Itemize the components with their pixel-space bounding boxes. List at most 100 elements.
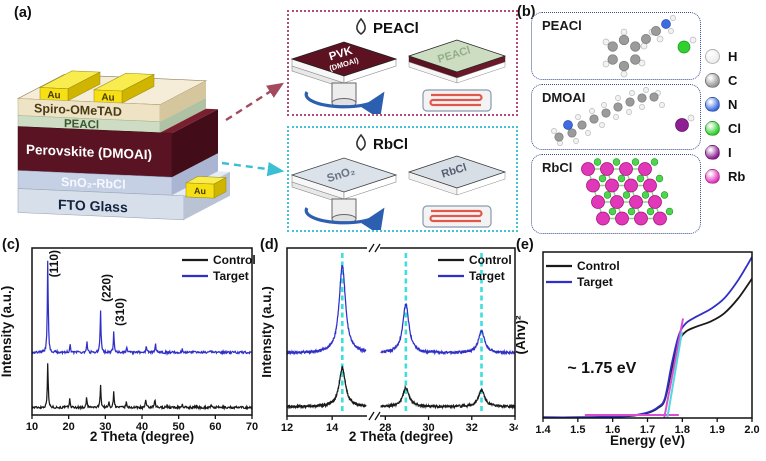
device-stack-diagram: Au Au Spiro-OMeTAD PEACl Perovskite (DMO… — [16, 70, 230, 221]
nitrogen-atom — [661, 19, 671, 29]
au-pad: Au — [185, 176, 227, 199]
h-sphere-icon — [705, 48, 720, 64]
bandgap-guide-line — [666, 331, 683, 419]
x-tick-label: 10 — [26, 421, 38, 433]
axis-break-mark — [374, 243, 381, 253]
chloride-atom — [677, 40, 691, 54]
spiro-side — [160, 80, 206, 122]
au-label-1: Au — [47, 90, 60, 102]
coated-stack: PEACl — [407, 39, 507, 84]
legend-row-c: C — [705, 68, 765, 92]
drop-label: RbCl — [373, 136, 408, 153]
au-electrode-bar: Au — [93, 72, 155, 104]
layer-label-spiro: Spiro-OMeTAD — [34, 101, 122, 119]
x-tick-label: 1.8 — [675, 424, 690, 436]
y-axis-label: Intensity (a.u.) — [262, 286, 274, 378]
series-control — [31, 363, 253, 411]
axis-break-mark — [374, 411, 381, 421]
peak-label: (220) — [100, 274, 114, 302]
legend-row-cl: Cl — [705, 116, 765, 140]
axis-break-mark — [368, 411, 375, 421]
spin-coater: SnO₂ — [290, 157, 398, 236]
peak-label: (110) — [47, 250, 61, 277]
x-tick-label: 14 — [326, 422, 339, 434]
dmoai-molecule-box: DMOAI — [531, 84, 701, 150]
au-label-2: Au — [101, 92, 114, 104]
axis-break-mark — [368, 243, 375, 253]
x-tick-label: 50 — [173, 421, 185, 433]
chart-svg-c: 10 20 30 40 50 60 70 Control Target 2 Theta (degr… — [0, 247, 258, 444]
legend-label: Control — [577, 259, 620, 273]
panel-d-label: (d) — [260, 237, 279, 253]
iodide-atom — [675, 118, 689, 132]
spin-arrow-icon — [304, 91, 385, 120]
xrd-zoom-chart: 121428303234ControlTarget2 Theta (degree… — [259, 236, 522, 461]
chart-svg-e: 1.4 1.5 1.6 1.7 1.8 1.9 2.0 Control Target Energy… — [513, 251, 760, 448]
x-tick-label: 60 — [209, 421, 221, 433]
x-tick-label: 30 — [99, 421, 111, 433]
peak-label: (310) — [113, 298, 127, 326]
rbcl-process-box: RbCl SnO₂ RbCl — [287, 126, 518, 236]
rbcl-lattice — [581, 158, 674, 226]
x-tick-label: 28 — [379, 422, 391, 434]
legend-label: Control — [213, 253, 256, 267]
rb-sphere-icon — [705, 168, 720, 184]
peacl-molecule-title: PEACl — [542, 18, 582, 33]
peacl-process-box: PEACl PVK (DMOAI) — [287, 10, 518, 120]
y-axis-label: (Ahv)² — [516, 315, 528, 354]
series-target — [542, 256, 753, 419]
bandgap-guide-line — [663, 318, 685, 419]
series-control — [380, 384, 516, 410]
n-sphere-icon — [705, 96, 720, 112]
panel-a-label: (a) — [14, 5, 32, 21]
axes-box — [542, 251, 753, 419]
sno2-side — [172, 153, 218, 196]
rbcl-crystal-box: RbCl — [531, 154, 701, 234]
perovskite-side — [172, 109, 218, 178]
chart-svg-d: 121428303234ControlTarget2 Theta (degree… — [259, 243, 522, 444]
x-tick-label: 1.6 — [605, 424, 620, 436]
x-tick-label: 1.4 — [535, 424, 551, 436]
x-axis-label: 2 Theta (degree) — [90, 429, 194, 444]
drop-label: PEACl — [373, 20, 419, 37]
legend-label: Target — [213, 269, 249, 283]
x-axis-label: 2 Theta (degree) — [349, 429, 453, 444]
legend-label: Control — [469, 253, 512, 267]
layer-label-fto: FTO Glass — [58, 196, 128, 215]
series-target — [286, 264, 367, 356]
rbcl-crystal-title: RbCl — [542, 160, 573, 175]
series-control — [542, 278, 753, 419]
atom-legend: H C N Cl I Rb — [705, 44, 765, 188]
peacl-side — [160, 97, 206, 133]
legend-row-i: I — [705, 140, 765, 164]
au-label-pad: Au — [194, 186, 206, 197]
x-tick-label: 1.5 — [570, 424, 585, 436]
i-sphere-icon — [705, 144, 720, 160]
x-tick-label: 12 — [281, 422, 293, 434]
legend-label: Target — [469, 269, 505, 283]
x-tick-label: 1.9 — [710, 424, 725, 436]
layer-label-sno2: SnO₂-RbCl — [61, 175, 126, 192]
series-target — [380, 302, 516, 356]
panel-c-label: (c) — [2, 237, 20, 253]
x-tick-label: 1.7 — [640, 424, 655, 436]
layer-label-peacl: PEACl — [64, 118, 99, 132]
layer-label-perovskite: Perovskite (DMOAI) — [26, 142, 152, 162]
c-sphere-icon — [705, 72, 720, 88]
tauc-plot-chart: 1.4 1.5 1.6 1.7 1.8 1.9 2.0 Control Target Energy… — [513, 236, 766, 461]
peacl-process-graphic: PEACl PVK (DMOAI) — [290, 17, 507, 120]
spin-coater: PVK (DMOAI) — [290, 41, 398, 120]
peacl-molecule — [602, 15, 697, 78]
bandgap-annotation: ~ 1.75 eV — [567, 360, 636, 377]
hotplate-icon — [422, 205, 492, 228]
series-target — [31, 260, 253, 356]
x-axis-label: Energy (eV) — [610, 433, 685, 448]
rbcl-process-graphic: RbCl SnO₂ RbCl — [290, 133, 507, 236]
x-tick-label: 20 — [63, 421, 75, 433]
x-tick-label: 2.0 — [744, 424, 759, 436]
dmoai-molecule — [551, 87, 695, 146]
spin-arrow-icon — [304, 207, 385, 236]
cl-sphere-icon — [705, 120, 720, 136]
x-tick-label: 70 — [246, 421, 258, 433]
